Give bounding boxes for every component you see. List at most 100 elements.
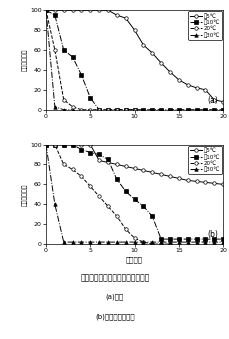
－10℃: [53, 142, 56, 146]
－10℃: [159, 108, 162, 112]
X-axis label: 飼育日数: 飼育日数: [125, 256, 142, 263]
－10℃: [194, 108, 197, 112]
Line: －10℃: －10℃: [44, 143, 224, 241]
－10℃: [80, 73, 82, 77]
－5℃: [212, 98, 215, 102]
20℃: [71, 167, 74, 172]
－10℃: [115, 177, 118, 181]
－5℃: [221, 182, 224, 186]
－5℃: [115, 162, 118, 166]
－30℃: [62, 240, 65, 244]
Line: 20℃: 20℃: [44, 8, 136, 112]
－30℃: [106, 240, 109, 244]
20℃: [124, 227, 127, 231]
－10℃: [124, 108, 127, 112]
－5℃: [62, 8, 65, 12]
－5℃: [142, 43, 144, 47]
－5℃: [177, 176, 180, 180]
20℃: [44, 142, 47, 146]
－10℃: [185, 237, 188, 241]
Legend: －5℃, －10℃, 20℃, －30℃: －5℃, －10℃, 20℃, －30℃: [188, 11, 221, 40]
－30℃: [150, 240, 153, 244]
－10℃: [150, 108, 153, 112]
－10℃: [44, 8, 47, 12]
－10℃: [212, 237, 215, 241]
20℃: [89, 108, 91, 112]
－5℃: [124, 16, 127, 20]
－30℃: [124, 240, 127, 244]
－30℃: [62, 108, 65, 112]
－10℃: [80, 147, 82, 152]
20℃: [106, 108, 109, 112]
－5℃: [221, 100, 224, 104]
20℃: [133, 236, 135, 240]
－10℃: [185, 108, 188, 112]
Y-axis label: 生存率（％）: 生存率（％）: [22, 49, 27, 71]
－10℃: [133, 108, 135, 112]
Line: －10℃: －10℃: [44, 8, 224, 112]
－5℃: [185, 83, 188, 87]
－5℃: [106, 8, 109, 12]
－5℃: [71, 142, 74, 146]
20℃: [159, 242, 162, 246]
－10℃: [115, 108, 118, 112]
－30℃: [212, 240, 215, 244]
－10℃: [44, 142, 47, 146]
Text: (b)蒸留水のみ摂食: (b)蒸留水のみ摂食: [95, 314, 134, 320]
－30℃: [221, 240, 224, 244]
20℃: [150, 242, 153, 246]
20℃: [133, 108, 135, 112]
－5℃: [80, 8, 82, 12]
20℃: [62, 162, 65, 166]
－10℃: [106, 108, 109, 112]
－5℃: [44, 8, 47, 12]
－10℃: [71, 142, 74, 146]
－5℃: [133, 28, 135, 32]
－10℃: [159, 237, 162, 241]
－30℃: [80, 240, 82, 244]
20℃: [142, 240, 144, 244]
－10℃: [203, 237, 206, 241]
－30℃: [194, 240, 197, 244]
20℃: [97, 108, 100, 112]
－5℃: [177, 78, 180, 82]
－5℃: [159, 172, 162, 176]
－30℃: [71, 240, 74, 244]
－5℃: [203, 88, 206, 92]
－30℃: [53, 105, 56, 109]
－30℃: [71, 108, 74, 112]
－5℃: [203, 180, 206, 184]
20℃: [124, 108, 127, 112]
20℃: [80, 174, 82, 178]
－10℃: [221, 237, 224, 241]
Y-axis label: 生存率（％）: 生存率（％）: [22, 183, 27, 205]
20℃: [44, 8, 47, 12]
－5℃: [97, 158, 100, 162]
Line: －5℃: －5℃: [44, 8, 224, 103]
－10℃: [124, 189, 127, 193]
－5℃: [115, 13, 118, 17]
－10℃: [168, 237, 171, 241]
20℃: [89, 184, 91, 188]
－10℃: [177, 237, 180, 241]
－10℃: [62, 48, 65, 52]
－5℃: [212, 181, 215, 185]
－5℃: [194, 86, 197, 90]
－5℃: [124, 164, 127, 168]
－5℃: [53, 8, 56, 12]
－10℃: [133, 197, 135, 201]
－30℃: [89, 240, 91, 244]
Line: －30℃: －30℃: [44, 8, 74, 112]
－5℃: [142, 168, 144, 173]
－5℃: [133, 166, 135, 171]
－10℃: [221, 108, 224, 112]
Line: －30℃: －30℃: [44, 143, 224, 244]
－5℃: [150, 171, 153, 175]
－5℃: [89, 142, 91, 146]
－10℃: [142, 108, 144, 112]
20℃: [53, 142, 56, 146]
－30℃: [44, 142, 47, 146]
Text: (a)絶食: (a)絶食: [105, 293, 124, 300]
－10℃: [150, 214, 153, 218]
－30℃: [97, 240, 100, 244]
